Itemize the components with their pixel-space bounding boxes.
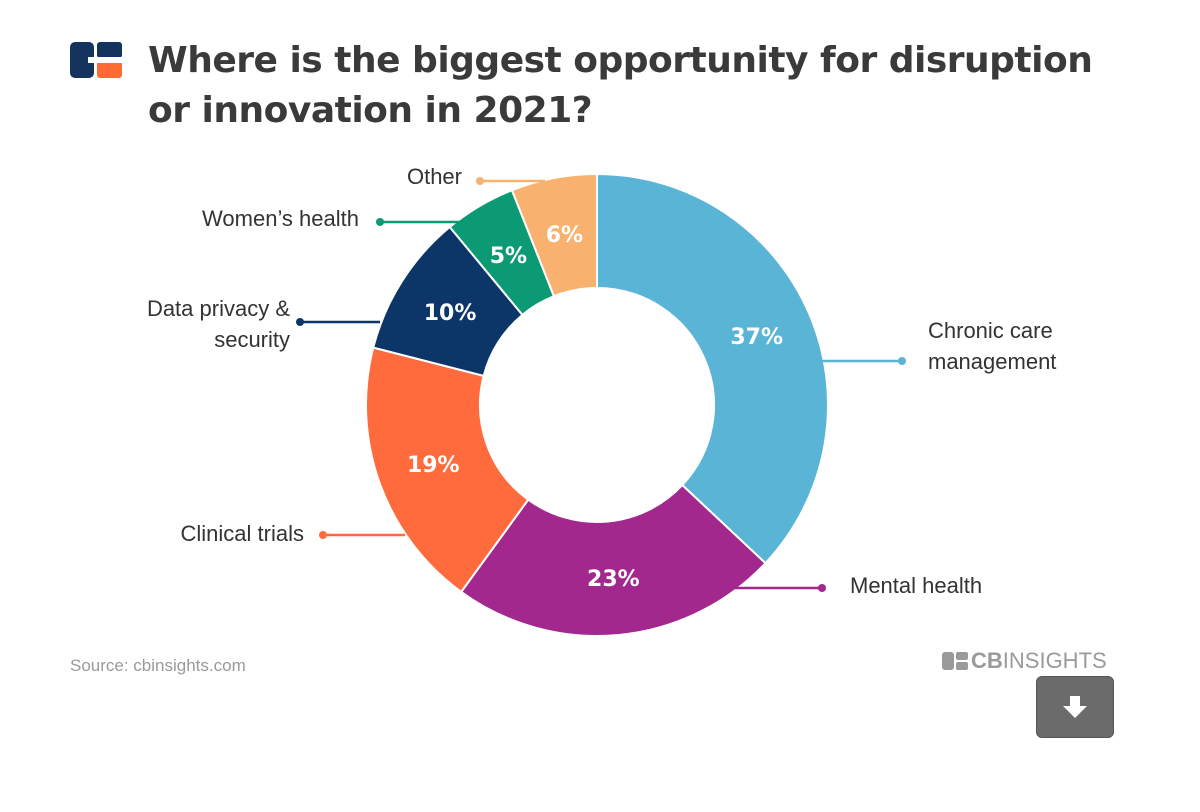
brand-insights: INSIGHTS [1002,648,1107,673]
download-button[interactable] [1036,676,1114,738]
category-label-clinical-trials: Clinical trials [181,521,304,546]
value-label-women-s-health: 5% [490,244,527,269]
slice-clinical-trials [365,346,530,594]
leader-dot-chronic-care-management [898,357,906,365]
source-note: Source: cbinsights.com [70,656,246,675]
category-label-other: Other [407,164,462,189]
category-label-women-s-health: Women’s health [202,206,359,231]
leader-dot-other [476,177,484,185]
slice-other [510,172,598,298]
value-label-data-privacy-security: 10% [424,301,477,326]
value-label-mental-health: 23% [587,567,640,592]
brand-cb: CB [971,648,1003,673]
slice-mental-health [459,483,767,637]
leader-dot-mental-health [818,584,826,592]
value-label-other: 6% [546,223,583,248]
value-label-chronic-care-management: 37% [730,325,783,350]
leader-dot-women-s-health [376,218,384,226]
leader-dot-clinical-trials [319,531,327,539]
category-label-mental-health: Mental health [850,573,982,598]
cbinsights-wordmark: CB INSIGHTS [942,648,1107,674]
cbinsights-mark-icon [942,652,968,670]
category-label-data-privacy-security: Data privacy & security [147,296,290,352]
value-label-clinical-trials: 19% [407,453,460,478]
chart-title: Where is the biggest opportunity for dis… [148,40,1093,131]
slice-chronic-care-management [596,172,829,565]
download-arrow-icon [1063,696,1087,718]
leader-dot-data-privacy-security [296,318,304,326]
category-label-chronic-care-management: Chronic care management [928,318,1056,374]
cbinsights-logo [70,42,122,78]
